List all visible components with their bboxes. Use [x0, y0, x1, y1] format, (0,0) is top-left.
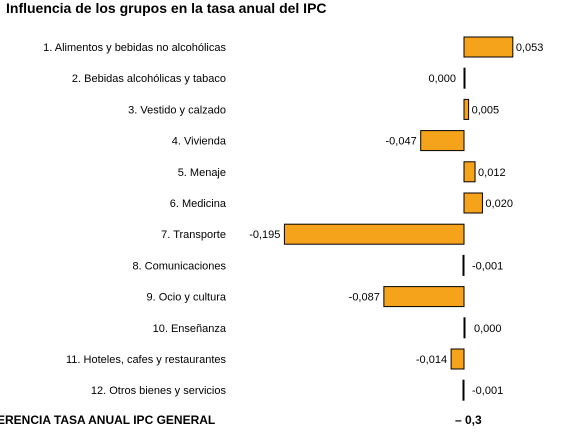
- value-label: -0,047: [386, 136, 417, 148]
- value-label: -0,001: [472, 260, 503, 272]
- bar: [463, 67, 466, 89]
- category-label: 9. Ocio y cultura: [147, 292, 227, 304]
- value-label: 0,005: [472, 104, 500, 116]
- category-label: 11. Hoteles, cafes y restaurantes: [66, 354, 226, 366]
- bar: [420, 130, 465, 152]
- value-label: -0,195: [249, 229, 280, 241]
- bar: [463, 98, 470, 120]
- value-label: -0,087: [349, 292, 380, 304]
- bar: [450, 348, 465, 370]
- value-label: -0,001: [472, 385, 503, 397]
- category-label: 1. Alimentos y bebidas no alcohólicas: [43, 42, 226, 54]
- bar: [463, 317, 466, 339]
- chart-title: Influencia de los grupos en la tasa anua…: [6, 0, 327, 16]
- value-label: 0,000: [474, 323, 502, 335]
- category-label: 2. Bebidas alcohólicas y tabaco: [72, 73, 226, 85]
- value-label: -0,014: [416, 354, 447, 366]
- value-label: 0,053: [516, 42, 544, 54]
- category-label: 7. Transporte: [161, 229, 226, 241]
- bar: [462, 254, 465, 276]
- bar: [463, 161, 476, 183]
- value-label: 0,012: [478, 167, 506, 179]
- bar: [463, 36, 514, 58]
- bar: [283, 223, 465, 245]
- bar-chart: 1. Alimentos y bebidas no alcohólicas 0,0…: [43, 36, 544, 401]
- value-label: 0,020: [485, 198, 513, 210]
- category-label: 12. Otros bienes y servicios: [91, 385, 227, 397]
- bar: [462, 379, 465, 401]
- value-label: 0,000: [428, 73, 456, 85]
- category-label: 3. Vestido y calzado: [128, 104, 226, 116]
- category-label: 6. Medicina: [170, 198, 227, 210]
- category-label: 8. Comunicaciones: [132, 260, 226, 272]
- ipc-general-label: ERENCIA TASA ANUAL IPC GENERAL: [0, 413, 216, 427]
- category-label: 4. Vivienda: [172, 136, 227, 148]
- bar: [383, 286, 465, 308]
- bar: [463, 192, 483, 214]
- category-label: 10. Enseñanza: [153, 323, 227, 335]
- ipc-general-value: – 0,3: [455, 413, 482, 427]
- category-label: 5. Menaje: [178, 167, 226, 179]
